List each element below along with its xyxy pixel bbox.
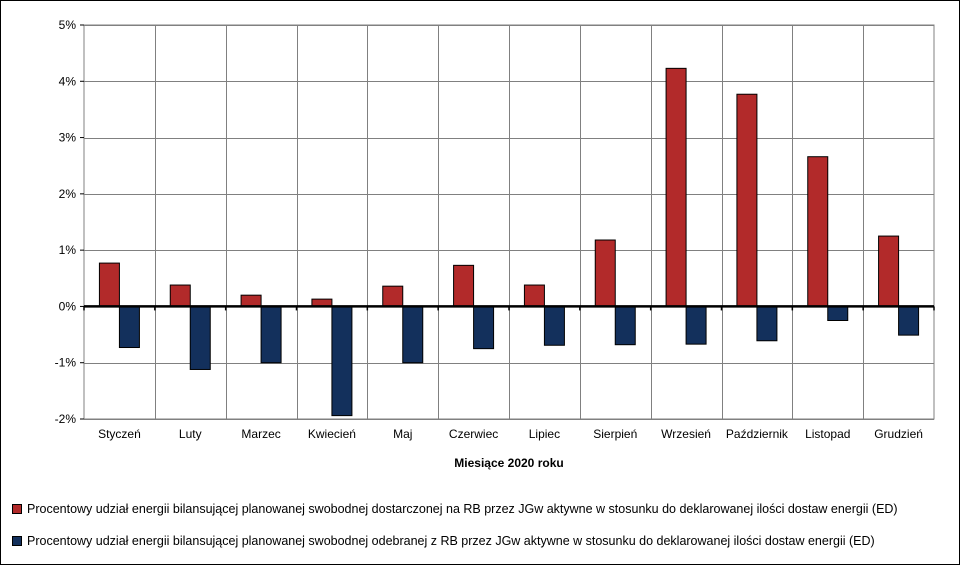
- bar-delivered: [240, 294, 262, 307]
- legend-label-delivered: Procentowy udział energii bilansującej p…: [27, 502, 898, 516]
- bar-received: [756, 305, 778, 342]
- x-tick-label: Marzec: [241, 427, 280, 441]
- bar-delivered: [523, 284, 545, 307]
- bar-delivered: [594, 239, 616, 307]
- bar-received: [331, 305, 353, 417]
- legend-item-received: Procentowy udział energii bilansującej p…: [12, 533, 898, 549]
- bar-received: [898, 305, 920, 336]
- legend-swatch-delivered: [12, 504, 22, 514]
- bar-received: [685, 305, 707, 345]
- y-tick-labels: 5% 4% 3% 2% 1% 0% -1% -2%: [55, 18, 77, 426]
- y-tick-label: 0%: [59, 299, 77, 313]
- x-tick-label: Lipiec: [529, 427, 560, 441]
- y-tick-label: 5%: [59, 18, 77, 32]
- y-tick-label: -1%: [55, 356, 77, 370]
- x-tick-labels: Styczeń Luty Marzec Kwiecień Maj Czerwiec Lipi…: [98, 427, 923, 441]
- bar-delivered: [665, 67, 687, 307]
- x-tick-label: Styczeń: [98, 427, 141, 441]
- bar-delivered: [382, 285, 404, 307]
- bar-received: [402, 305, 424, 364]
- bar-received: [614, 305, 636, 346]
- legend-item-delivered: Procentowy udział energii bilansującej p…: [12, 501, 898, 517]
- legend: Procentowy udział energii bilansującej p…: [12, 501, 898, 565]
- bar-delivered: [878, 235, 900, 307]
- y-tick-label: -2%: [55, 412, 77, 426]
- bar-delivered: [98, 262, 120, 307]
- bar-received: [118, 305, 140, 349]
- y-tick-label: 2%: [59, 187, 77, 201]
- bar-chart: 5% 4% 3% 2% 1% 0% -1% -2% Styczeń Luty Marzec Kwie…: [55, 18, 935, 470]
- axes: [80, 24, 935, 420]
- bar-delivered: [169, 284, 191, 307]
- x-tick-label: Kwiecień: [308, 427, 356, 441]
- x-tick-label: Luty: [179, 427, 202, 441]
- y-tick-label: 3%: [59, 131, 77, 145]
- bar-delivered: [453, 264, 475, 307]
- bar-received: [827, 305, 849, 321]
- bar-delivered: [807, 156, 829, 307]
- x-tick-label: Sierpień: [593, 427, 637, 441]
- x-tick-label: Październik: [726, 427, 789, 441]
- bar-received: [189, 305, 211, 370]
- x-tick-label: Maj: [393, 427, 412, 441]
- bars: [98, 67, 920, 417]
- bar-received: [260, 305, 282, 364]
- x-tick-label: Czerwiec: [449, 427, 498, 441]
- x-axis-title: Miesiące 2020 roku: [454, 456, 563, 470]
- y-tick-label: 1%: [59, 243, 77, 257]
- x-tick-label: Wrzesień: [661, 427, 711, 441]
- y-tick-label: 4%: [59, 74, 77, 88]
- x-tick-label: Grudzień: [874, 427, 923, 441]
- bar-received: [473, 305, 495, 350]
- x-tick-label: Listopad: [805, 427, 850, 441]
- legend-label-received: Procentowy udział energii bilansującej p…: [27, 534, 875, 548]
- bar-received: [543, 305, 565, 346]
- bar-delivered: [736, 93, 758, 307]
- legend-swatch-received: [12, 536, 22, 546]
